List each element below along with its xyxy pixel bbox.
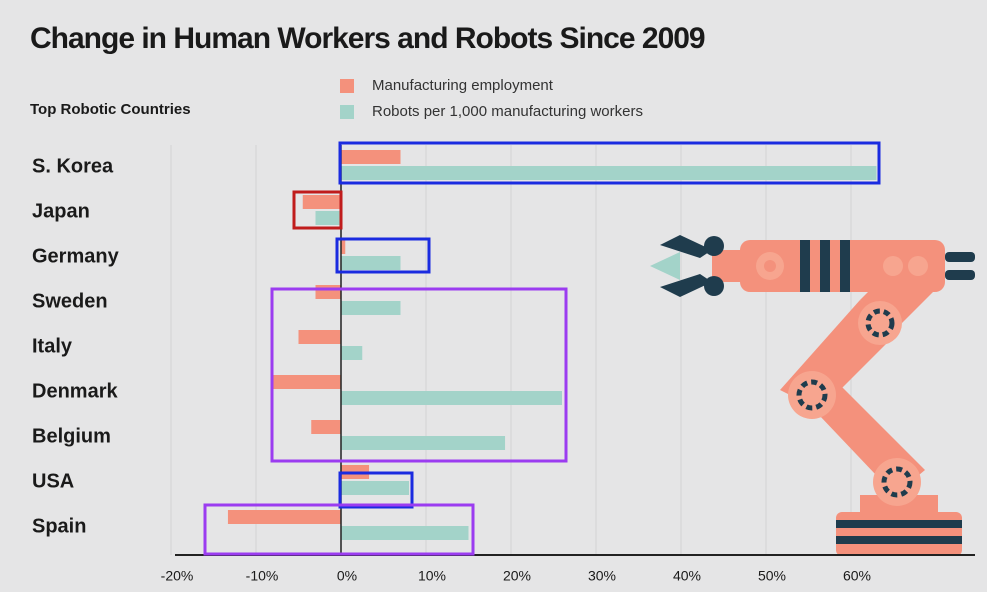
y-tick-label: Spain bbox=[32, 515, 86, 537]
bar bbox=[316, 211, 342, 225]
x-tick-label: -20% bbox=[161, 568, 194, 584]
y-tick-label: Germany bbox=[32, 245, 120, 267]
x-tick-label: 40% bbox=[673, 568, 701, 584]
bar bbox=[341, 526, 469, 540]
x-tick-label: 0% bbox=[337, 568, 357, 584]
bar bbox=[341, 301, 401, 315]
legend-label: Manufacturing employment bbox=[372, 77, 554, 94]
x-tick-label: -10% bbox=[246, 568, 279, 584]
legend-swatch bbox=[340, 79, 354, 93]
bar bbox=[273, 375, 341, 389]
bar bbox=[316, 285, 342, 299]
chart-subtitle: Top Robotic Countries bbox=[30, 101, 191, 118]
y-tick-label: Denmark bbox=[32, 380, 118, 402]
bar bbox=[341, 391, 562, 405]
y-tick-label: Italy bbox=[32, 335, 73, 357]
x-tick-label: 20% bbox=[503, 568, 531, 584]
y-tick-label: S. Korea bbox=[32, 155, 114, 177]
x-tick-label: 30% bbox=[588, 568, 616, 584]
x-tick-label: 50% bbox=[758, 568, 786, 584]
legend-swatch bbox=[340, 105, 354, 119]
y-tick-label: Japan bbox=[32, 200, 90, 222]
y-tick-label: Belgium bbox=[32, 425, 111, 447]
y-tick-label: Sweden bbox=[32, 290, 108, 312]
bar bbox=[228, 510, 341, 524]
bar bbox=[341, 166, 877, 180]
bar bbox=[341, 481, 409, 495]
x-tick-label: 60% bbox=[843, 568, 871, 584]
bar bbox=[341, 436, 505, 450]
bar bbox=[303, 195, 341, 209]
chart: Change in Human Workers and Robots Since… bbox=[0, 0, 987, 592]
y-tick-label: USA bbox=[32, 470, 74, 492]
legend-label: Robots per 1,000 manufacturing workers bbox=[372, 103, 643, 120]
bar bbox=[311, 420, 341, 434]
x-tick-label: 10% bbox=[418, 568, 446, 584]
chart-title: Change in Human Workers and Robots Since… bbox=[30, 22, 705, 55]
bar bbox=[341, 256, 401, 270]
bar bbox=[299, 330, 342, 344]
bar bbox=[341, 150, 401, 164]
bar bbox=[341, 346, 362, 360]
